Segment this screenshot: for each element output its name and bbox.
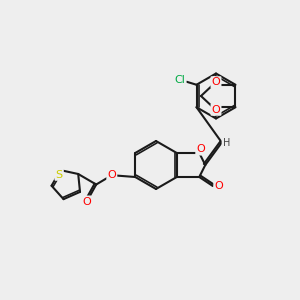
- Text: O: O: [212, 77, 220, 87]
- Text: O: O: [196, 144, 205, 154]
- Text: O: O: [107, 170, 116, 180]
- Text: O: O: [212, 105, 220, 115]
- Text: Cl: Cl: [175, 75, 185, 85]
- Text: S: S: [56, 170, 63, 180]
- Text: H: H: [223, 137, 230, 148]
- Text: O: O: [214, 181, 223, 191]
- Text: O: O: [82, 196, 91, 207]
